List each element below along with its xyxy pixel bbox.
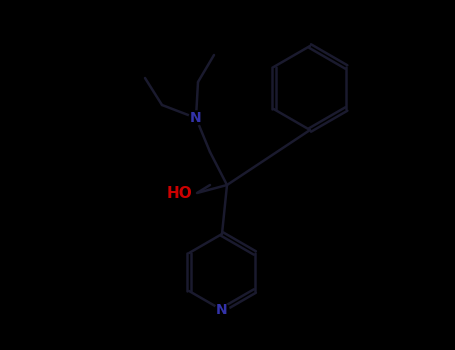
Circle shape (215, 303, 229, 317)
Text: N: N (216, 303, 228, 317)
Circle shape (189, 111, 203, 125)
Circle shape (177, 183, 197, 203)
Text: HO: HO (166, 186, 192, 201)
Text: N: N (190, 111, 202, 125)
